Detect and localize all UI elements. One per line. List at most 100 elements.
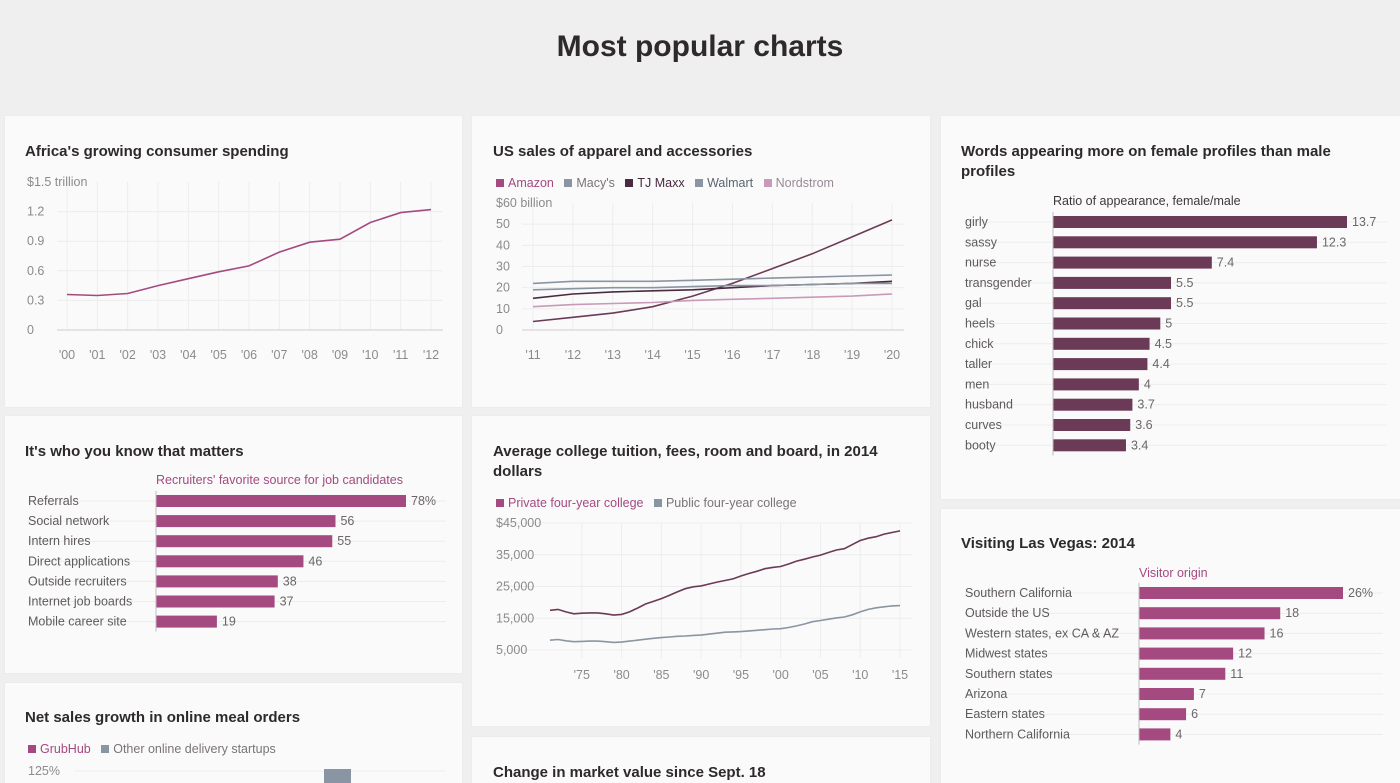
x-tick-label: '19 <box>844 348 860 362</box>
category-label: gal <box>965 296 982 310</box>
legend-label-macys: Macy's <box>576 176 615 190</box>
category-label: husband <box>965 398 1013 412</box>
bar <box>1139 607 1281 620</box>
chart-title-tuition: Average college tuition, fees, room and … <box>493 443 878 480</box>
category-label: nurse <box>965 256 996 270</box>
chart-title-meal: Net sales growth in online meal orders <box>25 709 301 726</box>
bar <box>156 515 336 528</box>
bar-chart-words: Ratio of appearance, female/male girly 13.… <box>965 194 1387 456</box>
bar <box>156 595 275 608</box>
x-tick-label: '05 <box>211 348 227 362</box>
chart-card-vegas[interactable]: Visiting Las Vegas: 2014 Visitor origin S… <box>941 509 1400 783</box>
line-chart-tuition: '75 '80 '85 '90 '95 '00 '05 '10 '15 $45,000 35,000… <box>496 516 912 682</box>
bar <box>1053 378 1139 391</box>
x-tick-label: '85 <box>653 668 669 682</box>
legend-swatch-others <box>101 745 110 753</box>
chart-card-africa[interactable]: Africa's growing consumer spending 1.2 0.… <box>5 116 462 407</box>
category-label: curves <box>965 418 1002 432</box>
bar <box>1053 216 1347 228</box>
category-label: Northern California <box>965 727 1070 741</box>
y-tick-label: 0.9 <box>27 234 44 248</box>
y-tick-label: 0.6 <box>27 264 44 278</box>
x-tick-label: '17 <box>764 348 780 362</box>
x-tick-label: '80 <box>613 668 629 682</box>
chart-title-market: Change in market value since Sept. 18 <box>493 764 766 781</box>
page-title: Most popular charts <box>556 30 844 63</box>
y-tick-label: 0.3 <box>27 293 44 307</box>
chart-card-meal[interactable]: Net sales growth in online meal orders G… <box>5 683 462 783</box>
y-tick-label: 20 <box>496 281 510 295</box>
chart-card-market[interactable]: Change in market value since Sept. 18 <box>472 737 930 783</box>
legend-item-amazon: Amazon <box>496 176 554 190</box>
x-tick-label: '15 <box>892 668 908 682</box>
x-tick-label: '13 <box>605 348 621 362</box>
chart-subtitle: Ratio of appearance, female/male <box>1053 194 1241 208</box>
bar <box>1139 627 1265 640</box>
bar <box>1139 667 1226 680</box>
y-tick-label: 1.2 <box>27 205 44 219</box>
bar <box>156 495 406 507</box>
x-tick-label: '07 <box>271 348 287 362</box>
category-label: chick <box>965 337 994 351</box>
bar-value-label: 18 <box>1285 606 1299 620</box>
category-label: Outside recruiters <box>28 574 127 588</box>
y-tick-label: 50 <box>496 217 510 231</box>
x-tick-label: '06 <box>241 348 257 362</box>
bar-chart-meal: 125% <box>28 764 445 783</box>
x-tick-label: '00 <box>59 348 75 362</box>
x-tick-label: '95 <box>733 668 749 682</box>
legend-label-grubhub: GrubHub <box>40 742 91 756</box>
bar-value-label: 56 <box>340 514 354 528</box>
legend-label-private: Private four-year college <box>508 496 644 510</box>
bar <box>1139 708 1187 721</box>
legend-label-nordstrom: Nordstrom <box>775 176 834 190</box>
y-tick-label: 25,000 <box>496 580 534 594</box>
bar <box>1053 439 1126 452</box>
x-tick-label: '03 <box>150 348 166 362</box>
legend-apparel: Amazon Macy's TJ Maxx Walmart Nordstrom <box>496 176 841 190</box>
y-tick-label: $45,000 <box>496 516 541 530</box>
legend-swatch-grubhub <box>28 745 36 753</box>
category-label: Internet job boards <box>28 595 132 609</box>
bar <box>1053 256 1212 269</box>
category-label: Midwest states <box>965 647 1048 661</box>
legend-item-tjmaxx: TJ Maxx <box>625 176 685 190</box>
bar <box>1139 587 1343 599</box>
series-line-spending <box>66 208 432 297</box>
y-tick-label: 0 <box>496 323 503 337</box>
chart-card-apparel[interactable]: US sales of apparel and accessories Amaz… <box>472 116 930 407</box>
legend-label-public: Public four-year college <box>665 496 797 510</box>
bar-value-label: 4.4 <box>1152 357 1169 371</box>
bar-value-label: 5 <box>1165 317 1172 331</box>
bar <box>156 555 304 568</box>
bar-value-label: 46 <box>308 554 322 568</box>
chart-card-words[interactable]: Words appearing more on female profiles … <box>941 116 1400 499</box>
bar <box>1053 297 1172 310</box>
legend-item-grubhub: GrubHub <box>28 742 91 756</box>
legend-item-others: Other online delivery startups <box>101 742 276 756</box>
bar <box>1053 358 1148 371</box>
category-label: transgender <box>965 276 1032 290</box>
y-tick-label: 35,000 <box>496 548 534 562</box>
legend-swatch-macys <box>564 179 573 187</box>
y-unit-label: $60 billion <box>496 196 552 210</box>
legend-swatch-public <box>653 499 662 507</box>
chart-title-africa: Africa's growing consumer spending <box>25 143 289 160</box>
x-tick-label: '09 <box>332 348 348 362</box>
x-tick-label: '10 <box>852 668 868 682</box>
bar-chart-recruiters: Recruiters' favorite source for job cand… <box>28 473 446 632</box>
bar-value-label: 3.6 <box>1135 418 1152 432</box>
category-label: Intern hires <box>28 534 91 548</box>
x-tick-label: '90 <box>693 668 709 682</box>
x-tick-label: '12 <box>565 348 581 362</box>
chart-card-tuition[interactable]: Average college tuition, fees, room and … <box>472 416 930 726</box>
category-label: men <box>965 377 989 391</box>
chart-subtitle: Recruiters' favorite source for job cand… <box>156 473 403 487</box>
bar-value-label: 12 <box>1238 647 1252 661</box>
chart-card-recruiters[interactable]: It's who you know that matters Recruiter… <box>5 416 462 673</box>
legend-item-private: Private four-year college <box>496 496 643 510</box>
bar <box>1053 398 1133 411</box>
legend-label-walmart: Walmart <box>707 176 754 190</box>
bar-value-label: 26% <box>1348 586 1373 600</box>
x-tick-label: '11 <box>393 348 408 362</box>
